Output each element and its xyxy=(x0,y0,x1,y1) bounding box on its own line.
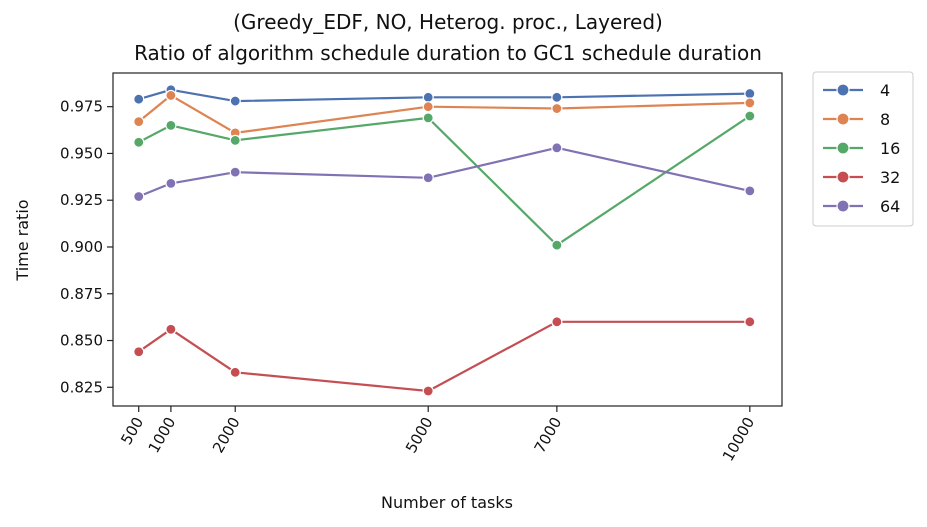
x-axis-label: Number of tasks xyxy=(381,493,513,512)
x-tick-label: 5000 xyxy=(402,414,437,456)
data-point xyxy=(229,166,241,178)
y-tick-label: 0.925 xyxy=(60,191,103,209)
plot-area-frame xyxy=(112,72,783,407)
data-point xyxy=(744,87,756,100)
x-tick-label: 1000 xyxy=(145,414,180,456)
data-point xyxy=(422,91,434,103)
data-point xyxy=(229,95,241,107)
data-point xyxy=(551,102,563,115)
series-4 xyxy=(133,84,756,107)
legend-swatch-marker xyxy=(836,199,850,213)
legend-swatch-marker xyxy=(836,83,850,97)
series-64 xyxy=(133,142,756,203)
series-lines xyxy=(133,84,756,397)
legend-item-32: 32 xyxy=(823,168,900,187)
data-point xyxy=(422,101,434,113)
data-point xyxy=(229,134,241,146)
legend-label: 32 xyxy=(880,168,900,187)
y-tick-label: 0.900 xyxy=(60,238,103,256)
data-point xyxy=(551,91,563,103)
data-point xyxy=(551,142,563,154)
data-point xyxy=(422,112,434,124)
x-tick-label: 2000 xyxy=(209,414,244,456)
data-point xyxy=(551,316,563,328)
y-axis-label: Time ratio xyxy=(13,199,32,281)
data-point xyxy=(551,239,563,251)
x-tick-label: 10000 xyxy=(719,414,758,464)
data-point xyxy=(165,177,177,189)
legend-items: 4 8 16 32 64 xyxy=(823,81,900,216)
y-tick-label: 0.950 xyxy=(60,144,103,162)
x-tick-label: 500 xyxy=(117,414,147,448)
legend-item-16: 16 xyxy=(823,139,900,158)
series-8 xyxy=(133,89,756,139)
legend: 4 8 16 32 64 xyxy=(812,71,914,227)
legend-swatch-marker xyxy=(836,170,850,184)
data-point xyxy=(744,97,756,109)
legend-swatch-marker xyxy=(836,141,850,155)
legend-label: 4 xyxy=(880,81,890,100)
data-point xyxy=(744,110,756,122)
legend-item-64: 64 xyxy=(823,197,900,216)
chart-title: (Greedy_EDF, NO, Heterog. proc., Layered… xyxy=(233,10,663,34)
series-line xyxy=(138,320,750,393)
data-point xyxy=(133,116,145,128)
legend-label: 64 xyxy=(880,197,900,216)
y-tick-label: 0.825 xyxy=(60,378,103,396)
series-16 xyxy=(133,110,756,251)
legend-item-4: 4 xyxy=(823,81,890,100)
data-point xyxy=(165,323,177,335)
chart-subtitle: Ratio of algorithm schedule duration to … xyxy=(134,41,762,65)
data-point xyxy=(133,190,145,203)
data-point xyxy=(133,136,145,148)
data-point xyxy=(422,172,434,184)
data-point xyxy=(229,366,241,378)
data-point xyxy=(744,185,756,197)
data-point xyxy=(165,89,177,102)
legend-label: 16 xyxy=(880,139,900,158)
data-point xyxy=(133,93,145,105)
series-32 xyxy=(133,316,756,397)
series-line xyxy=(138,94,750,134)
y-tick-label: 0.875 xyxy=(60,285,103,303)
data-point xyxy=(133,346,145,358)
series-line xyxy=(138,115,751,247)
legend-label: 8 xyxy=(880,110,890,129)
legend-swatch-marker xyxy=(836,112,850,126)
y-tick-label: 0.975 xyxy=(60,98,103,116)
series-line xyxy=(138,146,751,198)
legend-item-8: 8 xyxy=(823,110,890,129)
data-point xyxy=(165,119,177,131)
data-point xyxy=(744,316,756,328)
y-tick-label: 0.850 xyxy=(60,332,103,350)
data-point xyxy=(422,385,434,397)
y-axis: 0.825 0.850 0.875 0.900 0.925 0.950 0.975 xyxy=(60,98,113,396)
x-tick-label: 7000 xyxy=(531,414,566,456)
